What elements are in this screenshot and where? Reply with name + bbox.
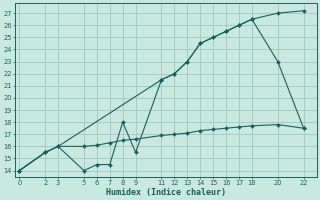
X-axis label: Humidex (Indice chaleur): Humidex (Indice chaleur) <box>106 188 226 197</box>
